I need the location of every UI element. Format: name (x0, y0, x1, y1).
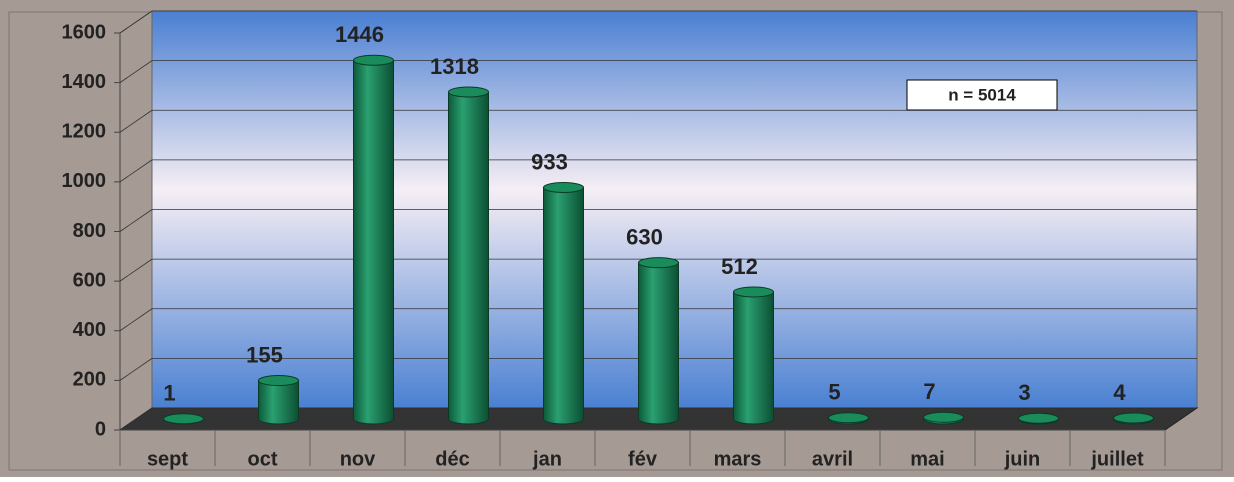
bar (733, 291, 774, 425)
bar (448, 91, 489, 425)
x-tick-label: juin (1004, 448, 1041, 470)
value-label: 933 (531, 149, 568, 174)
y-tick-label: 400 (73, 319, 106, 341)
y-tick-label: 200 (73, 369, 106, 391)
bar-cap (163, 413, 204, 425)
x-tick-label: nov (340, 448, 376, 470)
x-tick-label: mars (714, 448, 762, 470)
value-label: 1446 (335, 22, 384, 47)
bar-cap (828, 412, 869, 424)
value-label: 630 (626, 224, 663, 249)
bar-cap (638, 257, 679, 269)
x-tick-label: mai (910, 448, 944, 470)
y-tick-label: 1600 (62, 21, 107, 43)
bar-cap (1018, 412, 1059, 424)
grid-line-side (119, 60, 153, 83)
value-label: 4 (1113, 380, 1126, 405)
bar-cap (353, 54, 394, 66)
y-tick-label: 1200 (62, 121, 107, 143)
grid-line-side (119, 308, 153, 332)
grid-line-side (119, 407, 153, 431)
bar (638, 262, 679, 425)
grid-line-side (119, 358, 153, 381)
bar-cap (258, 375, 299, 387)
value-label: 155 (246, 342, 283, 367)
bar (353, 59, 394, 425)
x-tick-label: déc (435, 448, 469, 470)
x-tick-label: avril (812, 448, 853, 470)
value-label: 1318 (430, 54, 479, 79)
bar (543, 186, 584, 425)
y-tick-label: 800 (73, 220, 106, 242)
value-label: 7 (923, 379, 935, 404)
value-label: 3 (1018, 380, 1030, 405)
annotation: n = 5014 (948, 85, 1016, 104)
grid-line-side (119, 10, 153, 34)
bar-cap (448, 86, 489, 98)
bar-cap (923, 411, 964, 423)
grid-line-side (119, 258, 153, 282)
x-tick-label: sept (147, 448, 188, 470)
annotation-box (906, 79, 1058, 111)
x-tick-label: fév (628, 448, 658, 470)
bar (258, 380, 299, 425)
bar-cap (1113, 412, 1154, 424)
grid-line-side (119, 209, 153, 232)
y-tick-label: 1000 (62, 170, 107, 192)
bar-cap (733, 286, 774, 298)
y-tick-label: 600 (73, 269, 106, 291)
y-tick-label: 0 (95, 418, 106, 440)
x-tick-label: oct (248, 448, 278, 470)
x-tick-label: juillet (1090, 448, 1144, 470)
value-label: 1 (163, 381, 175, 406)
bar-cap (543, 181, 584, 193)
value-label: 512 (721, 254, 758, 279)
y-tick-label: 1400 (62, 71, 107, 93)
value-label: 5 (828, 380, 840, 405)
grid-line-side (119, 159, 153, 183)
grid-line-side (119, 109, 153, 133)
x-tick-label: jan (532, 448, 562, 470)
